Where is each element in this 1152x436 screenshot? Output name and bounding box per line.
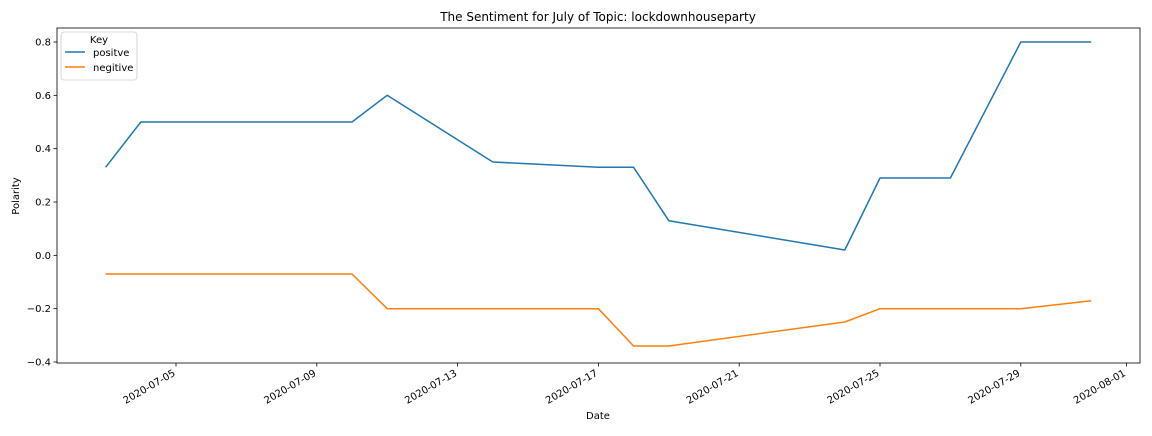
legend-label: negitive [93,63,133,74]
y-tick-label: 0.2 [35,198,51,209]
legend-items: positve negitive [65,48,133,74]
y-axis-title: Polarity [11,177,22,215]
legend-title: Key [90,35,108,46]
series-line-negitive [105,273,1092,347]
legend: Key positve negitive [60,31,138,81]
legend-box [60,31,138,81]
data-layer [105,41,1092,347]
chart-title: The Sentiment for July of Topic: lockdow… [439,10,756,24]
y-tick-label: −0.2 [27,304,51,315]
series-line-positve [105,41,1092,251]
y-tick-label: 0.0 [35,251,51,262]
y-axis: −0.4 −0.2 0.0 0.2 0.4 0.6 0.8 [27,38,57,369]
y-tick-label: 0.8 [35,38,51,49]
x-axis-title: Date [586,411,610,422]
y-tick-label: 0.4 [35,144,51,155]
y-tick-label: −0.4 [27,358,51,369]
y-tick-label: 0.6 [35,91,51,102]
legend-label: positve [93,48,129,59]
